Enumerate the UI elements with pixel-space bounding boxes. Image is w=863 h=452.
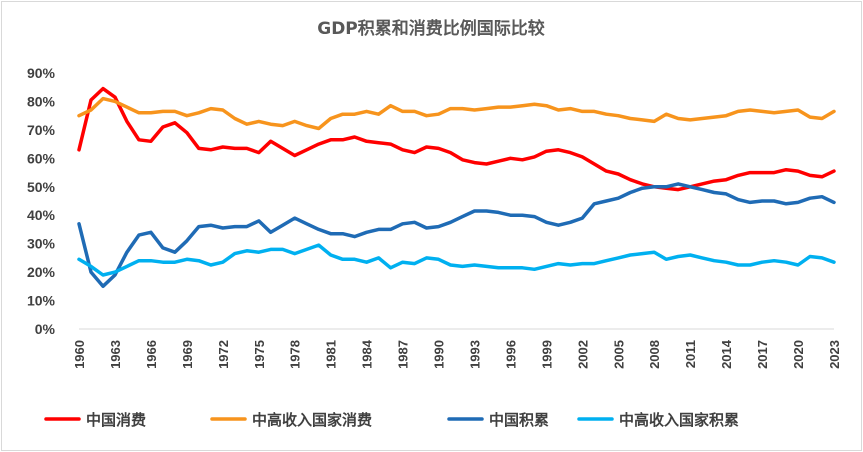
x-tick-label: 1966 — [144, 340, 159, 369]
x-tick-label: 1975 — [252, 340, 267, 369]
y-tick-label: 0% — [35, 321, 56, 337]
x-tick-label: 1999 — [539, 340, 554, 369]
x-tick-label: 2023 — [827, 340, 842, 369]
series-line-1 — [77, 96, 836, 131]
x-tick-label: 1972 — [216, 340, 231, 369]
legend: 中国消费 中高收入国家消费 中国积累 中高收入国家积累 — [44, 411, 739, 429]
y-tick-label: 40% — [27, 207, 56, 223]
y-tick-label: 80% — [27, 93, 56, 109]
x-tick-label: 1987 — [396, 340, 411, 369]
y-tick-label: 90% — [27, 65, 56, 81]
x-tick-label: 1981 — [324, 340, 339, 369]
x-tick-label: 1990 — [432, 340, 447, 369]
x-tick-label: 1978 — [288, 340, 303, 369]
series-line-3 — [77, 243, 836, 277]
x-tick-label: 2020 — [791, 340, 806, 369]
legend-label-3: 中高收入国家积累 — [619, 411, 739, 429]
x-tick-label: 1984 — [360, 339, 375, 369]
y-tick-label: 70% — [27, 122, 56, 138]
x-tick-label: 2011 — [683, 340, 698, 368]
legend-label-0: 中国消费 — [86, 411, 146, 429]
series-line-0 — [77, 86, 836, 192]
legend-label-1: 中高收入国家消费 — [252, 411, 372, 429]
y-tick-label: 50% — [27, 179, 56, 195]
x-tick-label: 2017 — [755, 340, 770, 369]
x-axis: 1960 1963 1966 1969 1972 1975 1978 1981 1984 1987… — [72, 339, 842, 369]
plot-area — [77, 86, 836, 289]
legend-label-2: 中国积累 — [489, 411, 549, 429]
y-tick-label: 20% — [27, 264, 56, 280]
x-tick-label: 2005 — [611, 340, 626, 369]
series-line-2 — [77, 182, 836, 289]
y-tick-label: 30% — [27, 236, 56, 252]
y-tick-label: 60% — [27, 150, 56, 166]
x-tick-label: 1969 — [180, 340, 195, 369]
x-tick-label: 2002 — [575, 340, 590, 369]
y-tick-label: 10% — [27, 293, 56, 309]
x-tick-label: 2014 — [719, 339, 734, 369]
chart-title: GDP积累和消费比例国际比较 — [317, 18, 545, 39]
y-axis: 0% 10% 20% 30% 40% 50% 60% 70% 80% 90% — [27, 65, 56, 337]
x-tick-label: 2008 — [647, 340, 662, 369]
x-tick-label: 1996 — [503, 340, 518, 369]
x-tick-label: 1960 — [72, 340, 87, 369]
x-tick-label: 1963 — [108, 340, 123, 369]
x-tick-label: 1993 — [467, 340, 482, 369]
